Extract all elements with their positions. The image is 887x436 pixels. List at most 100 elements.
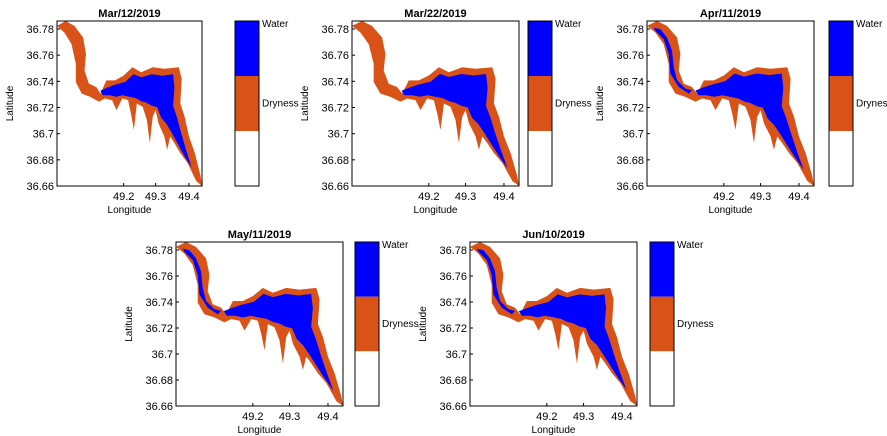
y-tick-label: 36.66	[439, 401, 467, 413]
y-axis-label: Latitude	[595, 85, 606, 121]
y-tick-label: 36.72	[616, 103, 644, 115]
y-tick-label: 36.74	[439, 297, 467, 309]
x-tick-label: 49.2	[713, 191, 734, 203]
colorbar-label-dryness: Dryness	[555, 99, 592, 110]
channel-water-region	[653, 27, 693, 94]
colorbar-label-dryness: Dryness	[677, 319, 714, 330]
colorbar-blank-swatch	[528, 131, 552, 186]
y-tick-label: 36.76	[321, 50, 349, 62]
colorbar-label-dryness: Drynes	[856, 99, 887, 110]
colorbar-label-dryness: Dryness	[382, 319, 419, 330]
y-tick-label: 36.68	[26, 155, 54, 167]
water-region	[401, 74, 508, 169]
water-region	[223, 293, 334, 391]
x-tick-label: 49.3	[750, 191, 771, 203]
y-tick-label: 36.68	[321, 155, 349, 167]
y-tick-label: 36.66	[616, 181, 644, 193]
dryness-region	[470, 242, 637, 406]
y-tick-label: 36.76	[616, 50, 644, 62]
water-region	[100, 74, 192, 168]
y-tick-label: 36.78	[145, 245, 173, 257]
x-tick-label: 49.2	[536, 411, 557, 423]
colorbar-blank-swatch	[235, 131, 259, 186]
axes-box	[175, 241, 344, 407]
y-tick-label: 36.76	[26, 50, 54, 62]
colorbar-label-water: Water	[677, 240, 704, 251]
x-axis-label: Longitude	[532, 425, 576, 436]
panel-title: Jun/10/2019	[522, 229, 584, 241]
colorbar-label-water: Water	[555, 19, 582, 30]
y-tick-label: 36.68	[439, 375, 467, 387]
colorbar-dryness-swatch	[650, 296, 674, 352]
colorbar-dryness-swatch	[235, 76, 259, 131]
y-tick-label: 36.7	[328, 129, 349, 141]
dryness-region	[57, 21, 202, 186]
x-tick-label: 49.4	[493, 191, 514, 203]
y-tick-label: 36.7	[446, 349, 467, 361]
y-tick-label: 36.7	[33, 129, 54, 141]
y-tick-label: 36.76	[145, 271, 173, 283]
y-tick-label: 36.66	[145, 401, 173, 413]
channel-water-region	[182, 248, 222, 315]
colorbar-blank-swatch	[355, 351, 379, 406]
y-tick-label: 36.76	[439, 271, 467, 283]
y-tick-label: 36.74	[321, 76, 349, 88]
colorbar-water-swatch	[650, 242, 674, 297]
y-tick-label: 36.74	[145, 297, 173, 309]
y-tick-label: 36.66	[26, 181, 54, 193]
colorbar-label-water: Water	[382, 240, 409, 251]
y-axis-label: Latitude	[5, 85, 16, 121]
y-axis-label: Latitude	[300, 85, 311, 121]
water-region	[695, 73, 804, 170]
colorbar-water-swatch	[528, 21, 552, 76]
colorbar-water-swatch	[829, 21, 853, 76]
y-tick-label: 36.78	[26, 24, 54, 36]
x-tick-label: 49.4	[178, 191, 199, 203]
y-axis-label: Latitude	[124, 306, 135, 342]
colorbar-label-dryness: Dryness	[262, 99, 299, 110]
panel-title: Mar/22/2019	[404, 8, 466, 20]
y-tick-label: 36.78	[439, 245, 467, 257]
y-tick-label: 36.72	[439, 323, 467, 335]
x-tick-label: 49.3	[455, 191, 476, 203]
axes-box	[351, 20, 520, 187]
colorbar-blank-swatch	[829, 131, 853, 186]
x-axis-label: Longitude	[108, 205, 152, 216]
panel-title: Apr/11/2019	[700, 8, 761, 20]
channel-water-region	[476, 248, 516, 315]
x-tick-label: 49.4	[788, 191, 809, 203]
y-tick-label: 36.78	[321, 24, 349, 36]
axes-box	[646, 20, 815, 187]
colorbar-blank-swatch	[650, 351, 674, 406]
x-tick-label: 49.4	[611, 411, 632, 423]
colorbar-dryness-swatch	[528, 76, 552, 131]
axes-box	[56, 20, 203, 187]
y-tick-label: 36.7	[623, 129, 644, 141]
y-axis-label: Latitude	[418, 306, 429, 342]
dryness-region	[176, 242, 343, 406]
water-region	[518, 294, 627, 390]
colorbar-box	[354, 241, 380, 407]
y-tick-label: 36.78	[616, 24, 644, 36]
colorbar-box	[649, 241, 675, 407]
colorbar-box	[828, 20, 854, 187]
x-tick-label: 49.3	[145, 191, 166, 203]
axes-box	[469, 241, 638, 407]
y-tick-label: 36.68	[616, 155, 644, 167]
y-tick-label: 36.7	[152, 349, 173, 361]
y-tick-label: 36.74	[616, 76, 644, 88]
y-tick-label: 36.72	[145, 323, 173, 335]
colorbar-label-water: Water	[262, 19, 289, 30]
colorbar-box	[234, 20, 260, 187]
colorbar-dryness-swatch	[829, 76, 853, 131]
x-tick-label: 49.4	[317, 411, 338, 423]
dryness-region	[352, 21, 519, 186]
y-tick-label: 36.66	[321, 181, 349, 193]
x-tick-label: 49.3	[573, 411, 594, 423]
y-tick-label: 36.74	[26, 76, 54, 88]
colorbar-water-swatch	[235, 21, 259, 76]
x-axis-label: Longitude	[414, 205, 458, 216]
x-tick-label: 49.3	[279, 411, 300, 423]
x-tick-label: 49.2	[242, 411, 263, 423]
